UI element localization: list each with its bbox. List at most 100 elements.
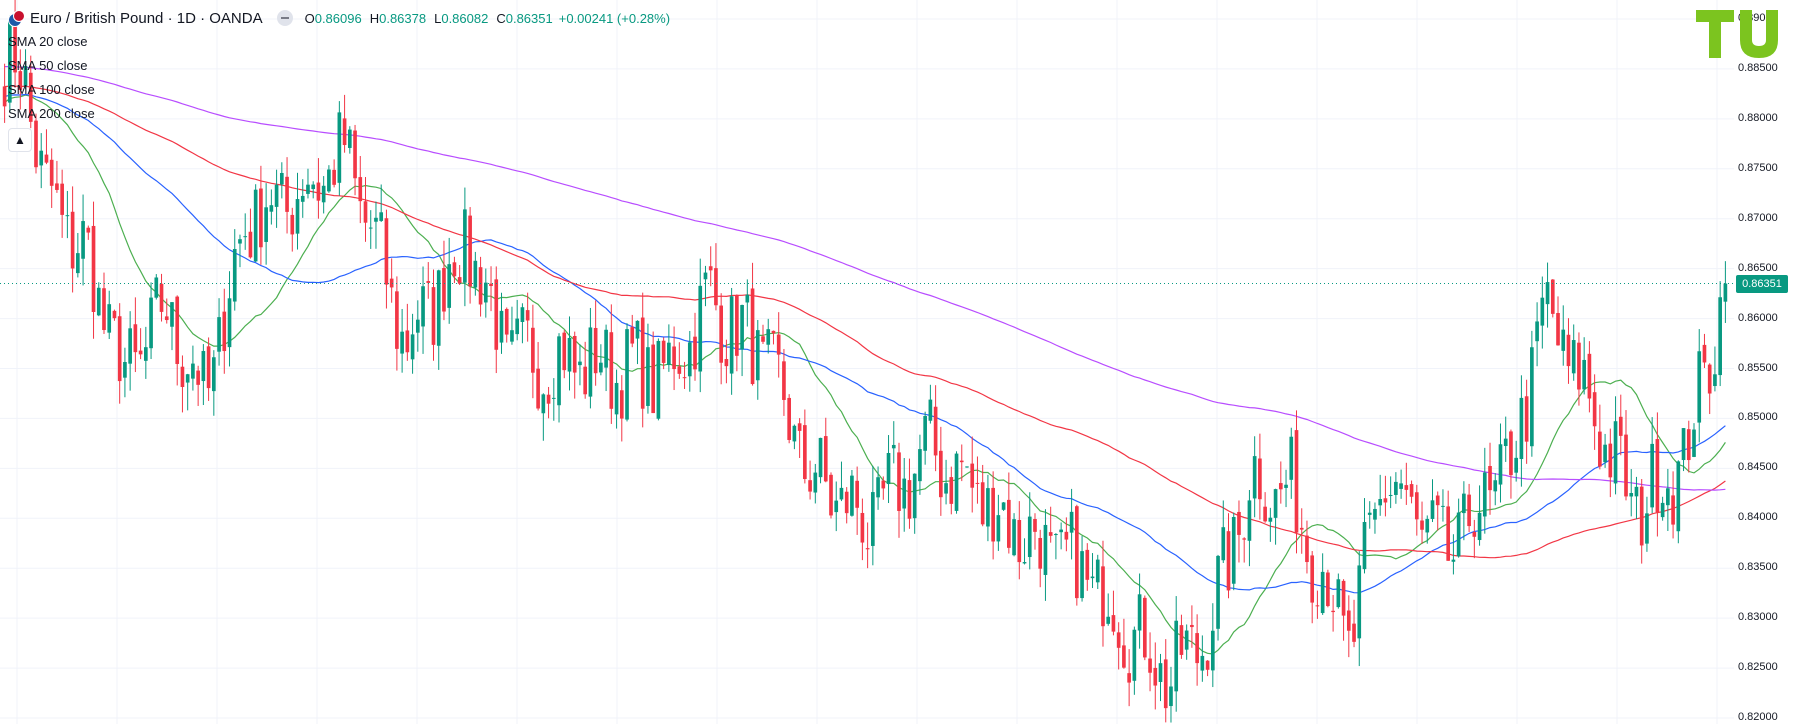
candle-up bbox=[515, 318, 520, 335]
candle-up bbox=[1378, 499, 1383, 506]
candle-up bbox=[1634, 486, 1639, 497]
candle-down bbox=[18, 71, 23, 90]
candle-down bbox=[248, 231, 253, 258]
candle-down bbox=[457, 277, 462, 284]
candle-up bbox=[1603, 444, 1607, 463]
candle-up bbox=[687, 342, 692, 377]
candle-up bbox=[766, 329, 771, 345]
indicator-sma50[interactable]: SMA 50 close bbox=[8, 58, 88, 73]
candle-up bbox=[1054, 534, 1058, 536]
candle-up bbox=[300, 195, 305, 202]
candle-down bbox=[1404, 485, 1409, 490]
candle-down bbox=[1048, 532, 1053, 536]
candle-down bbox=[776, 334, 781, 355]
candle-up bbox=[1660, 502, 1665, 518]
candle-up bbox=[191, 363, 195, 379]
candle-down bbox=[724, 359, 729, 367]
candle-up bbox=[1519, 397, 1524, 460]
candle-down bbox=[395, 291, 399, 349]
candle-up bbox=[149, 297, 153, 349]
candle-up bbox=[850, 475, 854, 516]
candle-up bbox=[253, 189, 258, 262]
candle-down bbox=[640, 317, 645, 409]
candle-up bbox=[1289, 436, 1294, 480]
candle-up bbox=[996, 515, 1001, 542]
candle-down bbox=[1064, 531, 1069, 540]
candle-down bbox=[546, 394, 551, 404]
candle-down bbox=[1299, 527, 1304, 530]
candle-down bbox=[714, 268, 718, 306]
candle-down bbox=[803, 425, 807, 480]
candle-down bbox=[677, 366, 682, 374]
candle-down bbox=[117, 316, 122, 382]
candle-up bbox=[1200, 655, 1205, 671]
candle-down bbox=[206, 346, 211, 389]
sma-100-line bbox=[4, 85, 1726, 559]
price-tick-label: 0.82500 bbox=[1738, 661, 1778, 674]
candle-up bbox=[839, 487, 844, 500]
candle-up bbox=[154, 277, 159, 298]
currency-flags-icon bbox=[8, 10, 25, 27]
indicator-sma100[interactable]: SMA 100 close bbox=[8, 82, 95, 97]
candle-up bbox=[1645, 513, 1649, 544]
candle-down bbox=[1566, 334, 1571, 367]
candle-up bbox=[656, 340, 661, 419]
candle-up bbox=[1336, 579, 1341, 608]
low-value: 0.86082 bbox=[441, 10, 489, 26]
candle-up bbox=[128, 328, 132, 364]
candle-up bbox=[76, 253, 80, 274]
hide-legend-button[interactable] bbox=[276, 10, 293, 26]
candle-down bbox=[855, 480, 859, 508]
candle-up bbox=[1221, 527, 1226, 561]
candle-down bbox=[363, 201, 368, 223]
candle-down bbox=[133, 324, 138, 353]
candle-up bbox=[520, 307, 525, 322]
candle-up bbox=[1367, 512, 1372, 515]
candle-down bbox=[60, 183, 64, 215]
candle-up bbox=[1043, 524, 1048, 575]
candle-down bbox=[1074, 506, 1079, 599]
candle-down bbox=[531, 327, 535, 373]
indicator-sma200[interactable]: SMA 200 close bbox=[8, 106, 95, 121]
candle-up bbox=[107, 304, 112, 333]
price-tick-label: 0.82000 bbox=[1738, 711, 1778, 723]
candle-down bbox=[829, 474, 833, 516]
candle-down bbox=[1671, 495, 1675, 525]
candle-up bbox=[1482, 472, 1487, 517]
candle-up bbox=[1530, 347, 1534, 447]
collapse-legend-button[interactable]: ▲ bbox=[8, 128, 32, 152]
candle-down bbox=[70, 211, 75, 269]
candle-up bbox=[871, 492, 875, 546]
candle-up bbox=[436, 270, 441, 346]
candles bbox=[2, 0, 1728, 723]
indicator-sma20[interactable]: SMA 20 close bbox=[8, 34, 88, 49]
candle-up bbox=[698, 285, 703, 372]
candle-down bbox=[991, 487, 995, 542]
candle-down bbox=[1435, 495, 1440, 506]
candle-down bbox=[138, 350, 143, 355]
candle-down bbox=[661, 340, 666, 363]
candle-down bbox=[959, 460, 964, 463]
candle-up bbox=[891, 444, 896, 449]
candle-down bbox=[1352, 623, 1356, 642]
candle-down bbox=[1258, 458, 1262, 500]
candle-up bbox=[65, 215, 70, 217]
candle-down bbox=[44, 154, 49, 163]
symbol-title[interactable]: Euro / British Pound · 1D · OANDA bbox=[30, 9, 263, 27]
price-tick-label: 0.85000 bbox=[1738, 411, 1778, 424]
candle-down bbox=[426, 281, 431, 283]
candle-down bbox=[13, 15, 17, 73]
candle-down bbox=[1315, 605, 1320, 607]
candle-up bbox=[1399, 483, 1403, 489]
candle-down bbox=[808, 480, 812, 492]
candle-down bbox=[1655, 439, 1660, 513]
candle-up bbox=[729, 296, 734, 374]
candle-down bbox=[1242, 538, 1247, 540]
candle-up bbox=[232, 249, 237, 302]
candle-down bbox=[1598, 431, 1602, 467]
candle-up bbox=[876, 477, 880, 498]
current-price-label: 0.86351 bbox=[1736, 274, 1788, 293]
candle-down bbox=[1033, 518, 1037, 532]
